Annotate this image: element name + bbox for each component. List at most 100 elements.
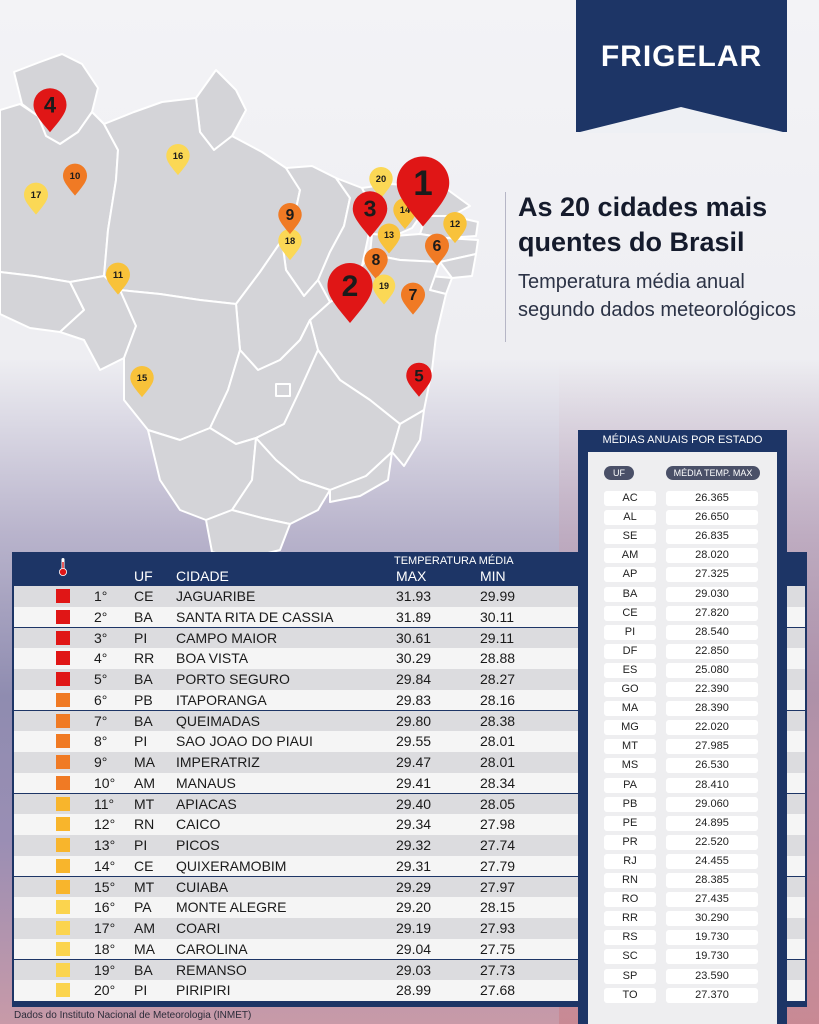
state-value: 22.020 <box>666 720 758 736</box>
uf-cell: AM <box>134 920 155 936</box>
header-temp-group: TEMPERATURA MÉDIA <box>394 555 514 567</box>
max-cell: 29.03 <box>396 961 432 978</box>
heat-swatch <box>56 879 70 894</box>
heat-swatch <box>56 672 70 686</box>
max-cell: 30.61 <box>396 629 432 646</box>
min-cell: 27.74 <box>480 837 516 853</box>
heat-swatch <box>56 838 70 852</box>
map-pin-2: 2 <box>327 263 373 323</box>
state-value: 28.390 <box>666 701 758 717</box>
rank-cell: 3° <box>94 629 108 646</box>
state-value: 27.435 <box>666 892 758 908</box>
heat-swatch <box>56 858 70 873</box>
pin-label: 20 <box>376 174 386 184</box>
source-note: Dados do Instituto Nacional de Meteorolo… <box>14 1010 252 1021</box>
city-cell: CAMPO MAIOR <box>176 629 278 646</box>
heat-swatch <box>56 962 70 977</box>
city-cell: SAO JOAO DO PIAUI <box>176 733 313 750</box>
city-cell: MONTE ALEGRE <box>176 899 287 916</box>
heat-swatch <box>56 630 70 645</box>
state-value: 23.590 <box>666 968 758 984</box>
heat-swatch <box>56 755 70 769</box>
map-pins: 16 17 10 11 15 18 9 20 13 14 12 6 8 19 7 5 4 3 2 1 <box>24 88 467 398</box>
state-row: PE 24.895 <box>588 814 777 833</box>
city-cell: BOA VISTA <box>176 650 249 667</box>
min-cell: 27.73 <box>480 961 516 978</box>
rank-cell: 7° <box>94 712 108 729</box>
uf-cell: MA <box>134 754 155 770</box>
heat-swatch <box>56 941 70 956</box>
rank-cell: 14° <box>94 857 116 874</box>
pin-marker <box>364 247 388 280</box>
state-uf: CE <box>604 605 656 621</box>
state-uf: MS <box>604 758 656 774</box>
map-pin-8: 8 <box>364 247 388 280</box>
city-cell: CUIABA <box>176 878 229 895</box>
state-uf: PE <box>604 815 656 831</box>
state-uf: RS <box>604 930 656 946</box>
state-value: 26.530 <box>666 758 758 774</box>
state-averages-panel: MÉDIAS ANUAIS POR ESTADO UF MÉDIA TEMP. … <box>578 430 787 1024</box>
uf-cell: BA <box>134 608 153 625</box>
divider <box>505 192 506 342</box>
map-pin-3: 3 <box>352 191 388 238</box>
state-uf: MT <box>604 739 656 755</box>
min-cell: 29.99 <box>480 588 516 604</box>
min-cell: 27.93 <box>480 920 516 936</box>
rank-cell: 6° <box>94 691 108 708</box>
rank-cell: 16° <box>94 899 116 916</box>
state-uf: AP <box>604 567 656 583</box>
map-pin-4: 4 <box>33 88 67 133</box>
uf-cell: PI <box>134 982 148 999</box>
map-pin-17: 17 <box>24 182 48 215</box>
pin-label: 13 <box>384 230 394 240</box>
max-cell: 29.04 <box>396 940 432 957</box>
uf-cell: CE <box>134 857 154 874</box>
state-value: 28.410 <box>666 777 758 793</box>
map-pin-10: 10 <box>63 163 87 196</box>
heat-swatch <box>56 983 70 998</box>
city-cell: APIACAS <box>176 795 237 812</box>
min-cell: 30.11 <box>480 608 514 625</box>
min-cell: 27.68 <box>480 982 516 999</box>
uf-cell: CE <box>134 588 154 604</box>
min-cell: 28.01 <box>480 754 516 770</box>
pin-marker <box>130 365 154 398</box>
max-cell: 29.31 <box>396 857 432 874</box>
min-cell: 28.15 <box>480 899 516 916</box>
map-states <box>0 53 479 560</box>
max-cell: 29.55 <box>396 733 432 750</box>
state-uf: RJ <box>604 853 656 869</box>
map-pin-18: 18 <box>278 228 302 261</box>
page-title: As 20 cidades mais quentes do Brasil <box>518 192 768 257</box>
uf-cell: PA <box>134 899 152 916</box>
pin-marker <box>425 233 449 266</box>
state-row: RS 19.730 <box>588 928 777 947</box>
frigelar-logo: FRIGELAR <box>600 40 763 73</box>
state-uf: SE <box>604 529 656 545</box>
state-uf: ES <box>604 662 656 678</box>
state-row: MS 26.530 <box>588 756 777 775</box>
rank-cell: 2° <box>94 608 108 625</box>
state-value: 26.835 <box>666 529 758 545</box>
pin-marker <box>327 263 373 323</box>
min-cell: 27.75 <box>480 940 516 957</box>
min-cell: 28.16 <box>480 691 516 708</box>
heat-swatch <box>56 817 70 832</box>
state-value: 28.020 <box>666 548 758 564</box>
rank-cell: 15° <box>94 878 116 895</box>
state-value: 24.455 <box>666 853 758 869</box>
heat-swatch <box>56 713 70 728</box>
page-subtitle: Temperatura média anual segundo dados me… <box>518 271 796 321</box>
state-row: DF 22.850 <box>588 642 777 661</box>
heat-swatch <box>56 651 70 666</box>
city-cell: JAGUARIBE <box>176 588 256 604</box>
state-value: 28.540 <box>666 624 758 640</box>
city-cell: PICOS <box>176 837 220 853</box>
pin-marker <box>352 191 388 238</box>
state-value: 25.080 <box>666 662 758 678</box>
uf-cell: BA <box>134 961 153 978</box>
state-value: 22.850 <box>666 643 758 659</box>
uf-cell: BA <box>134 671 153 687</box>
state-uf: AL <box>604 510 656 526</box>
